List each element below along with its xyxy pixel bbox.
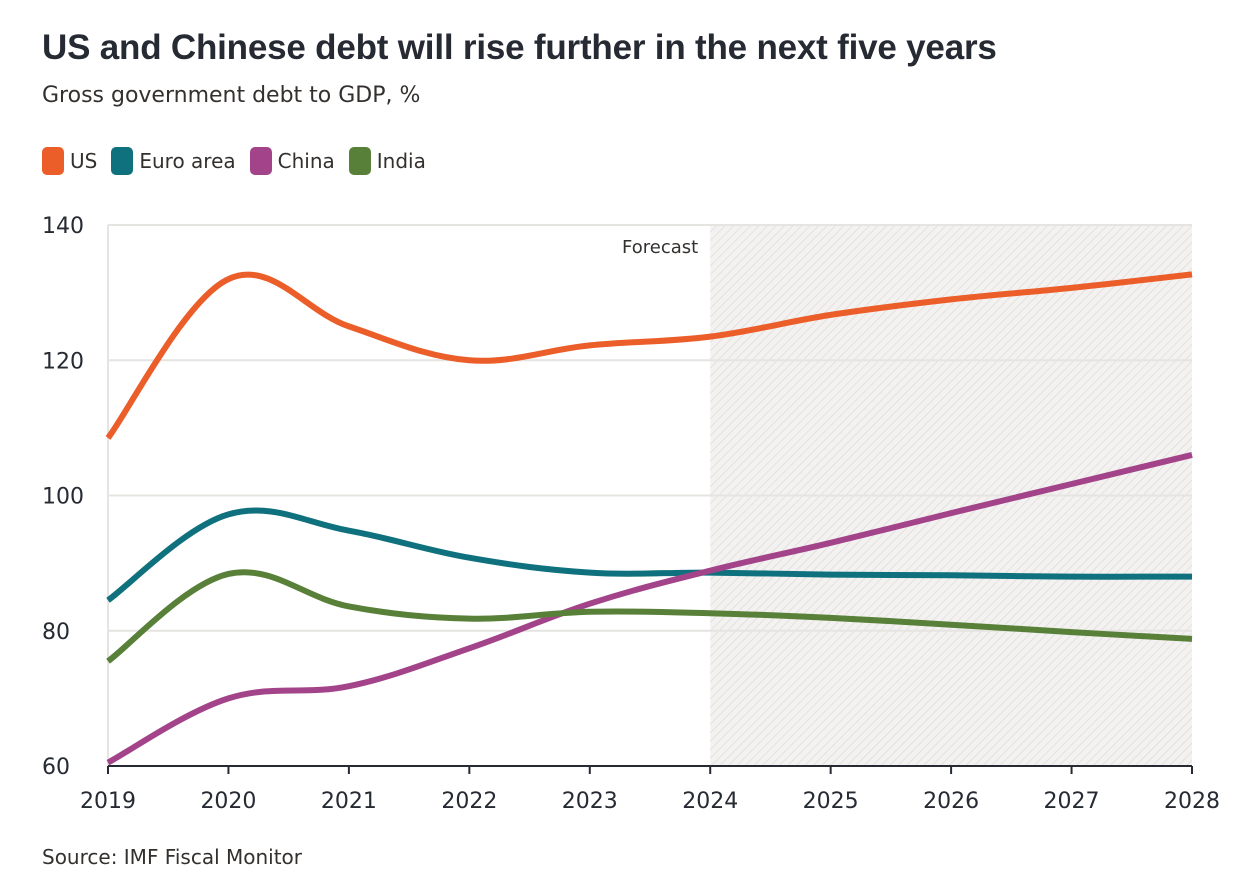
- forecast-label: Forecast: [622, 237, 698, 258]
- legend-swatch-china: [249, 147, 272, 175]
- legend-item-us: US: [42, 147, 97, 175]
- legend-label-us: US: [70, 149, 98, 173]
- x-tick-label: 2019: [80, 789, 136, 814]
- legend-label-india: India: [376, 149, 426, 173]
- line-chart: Forecast 60 80 100 120 140 2019 2020 2021 2022 20…: [42, 214, 1220, 814]
- y-tick-label: 120: [42, 349, 84, 374]
- legend-swatch-india: [348, 147, 371, 175]
- series-line-us: [105, 271, 1193, 440]
- x-tick-label: 2026: [923, 789, 979, 814]
- x-tick-label: 2023: [562, 789, 618, 814]
- legend-label-china: China: [277, 149, 335, 173]
- legend-label-euro-area: Euro area: [139, 149, 236, 173]
- x-tick-label: 2022: [441, 789, 497, 814]
- x-tick-label: 2020: [200, 789, 256, 814]
- series-line-china: [106, 451, 1193, 766]
- x-tick-label: 2021: [321, 789, 377, 814]
- source-note: Source: IMF Fiscal Monitor: [42, 845, 303, 869]
- legend-item-china: China: [249, 147, 335, 175]
- x-tick-label: 2024: [682, 789, 738, 814]
- legend-item-euro-area: Euro area: [111, 147, 236, 175]
- legend: US Euro area China India: [42, 147, 440, 175]
- x-tick-label: 2027: [1044, 789, 1100, 814]
- chart-subtitle: Gross government debt to GDP, %: [42, 83, 421, 108]
- y-tick-label: 100: [42, 485, 84, 510]
- y-tick-label: 140: [42, 214, 84, 239]
- legend-item-india: India: [348, 147, 426, 175]
- x-tick-label: 2025: [803, 789, 859, 814]
- chart-title: US and Chinese debt will rise further in…: [42, 28, 997, 67]
- y-tick-label: 80: [42, 620, 70, 645]
- y-tick-label: 60: [42, 755, 70, 780]
- series-line-india: [106, 569, 1193, 664]
- legend-swatch-us: [42, 147, 64, 175]
- legend-swatch-euro-area: [111, 147, 134, 175]
- x-tick-label: 2028: [1164, 789, 1220, 814]
- series-line-euro-area: [106, 507, 1193, 603]
